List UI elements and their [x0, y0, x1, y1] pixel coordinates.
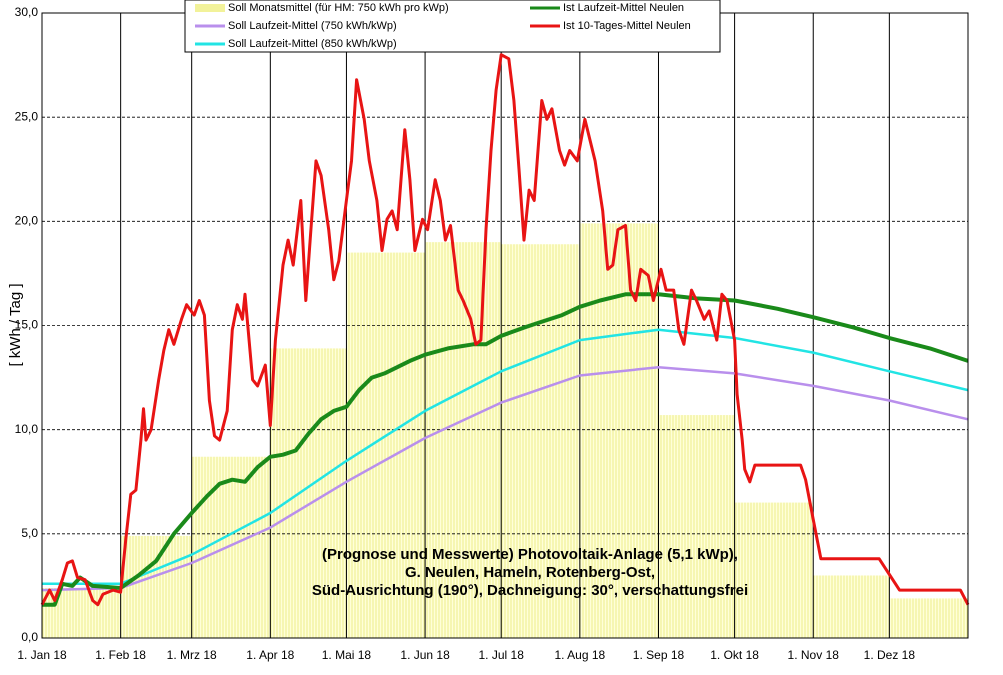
bar	[813, 575, 890, 638]
legend-label: Soll Monatsmittel (für HM: 750 kWh pro k…	[228, 2, 449, 14]
legend-box	[184, 0, 721, 53]
y-tick-label: 20,0	[15, 214, 39, 228]
x-tick-label: 1. Apr 18	[246, 648, 294, 662]
annotation-line: Süd-Ausrichtung (190°), Dachneigung: 30°…	[312, 582, 748, 599]
x-tick-label: 1. Feb 18	[95, 648, 146, 662]
legend-label: Soll Laufzeit-Mittel (750 kWh/kWp)	[228, 20, 397, 32]
annotation-line: (Prognose und Messwerte) Photovoltaik-An…	[322, 546, 738, 563]
bar	[120, 535, 192, 638]
y-tick-label: 10,0	[15, 422, 39, 436]
x-tick-label: 1. Aug 18	[554, 648, 605, 662]
x-tick-label: 1. Jun 18	[400, 648, 450, 662]
legend-label: Ist 10-Tages-Mittel Neulen	[563, 20, 691, 32]
x-tick-label: 1. Mrz 18	[167, 648, 217, 662]
bar	[501, 244, 580, 638]
x-tick-label: 1. Sep 18	[633, 648, 685, 662]
series-line	[42, 292, 969, 607]
x-tick-label: 1. Jul 18	[479, 648, 525, 662]
y-axis-label: [ kWh / Tag ]	[7, 283, 24, 366]
y-tick-label: 25,0	[15, 109, 39, 123]
y-tick-label: 5,0	[21, 526, 38, 540]
x-tick-label: 1. Dez 18	[864, 648, 916, 662]
annotation-line: G. Neulen, Hameln, Rotenberg-Ost,	[405, 564, 655, 581]
x-tick-label: 1. Nov 18	[788, 648, 840, 662]
bar	[889, 598, 968, 638]
legend-swatch	[195, 4, 225, 12]
bar	[658, 415, 735, 638]
series-line	[42, 328, 969, 586]
y-tick-label: 0,0	[21, 630, 38, 644]
y-tick-label: 30,0	[15, 5, 39, 19]
legend-label: Ist Laufzeit-Mittel Neulen	[563, 2, 684, 14]
bar	[425, 242, 502, 638]
legend-label: Soll Laufzeit-Mittel (850 kWh/kWp)	[228, 38, 397, 50]
x-tick-label: 1. Mai 18	[322, 648, 372, 662]
bar	[734, 502, 814, 638]
series-line	[41, 365, 969, 592]
series-line	[40, 53, 970, 607]
y-tick-label: 15,0	[15, 318, 39, 332]
x-tick-label: 1. Okt 18	[710, 648, 759, 662]
x-tick-label: 1. Jan 18	[17, 648, 67, 662]
bar	[270, 348, 347, 638]
